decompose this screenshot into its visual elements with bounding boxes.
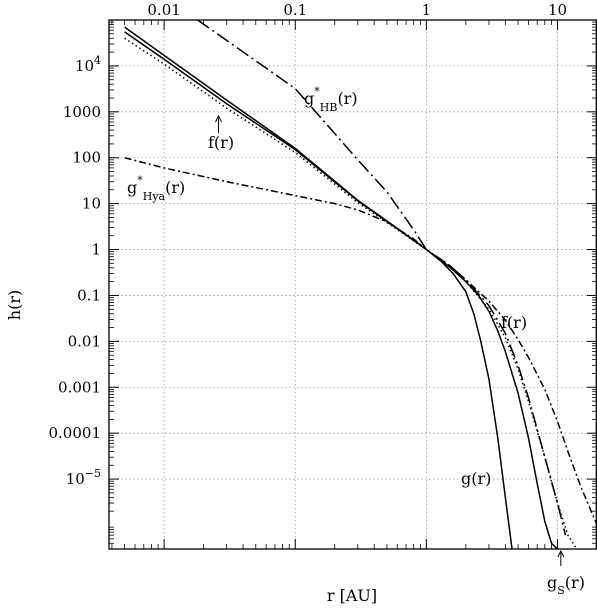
series-g [124, 26, 513, 549]
series-f [124, 31, 559, 549]
grid [109, 20, 597, 549]
y-tick-label: 10 [82, 195, 101, 213]
annotation-g: g(r) [461, 469, 491, 488]
arrow-g-s-head [557, 549, 565, 558]
y-tick-label: 10−5 [66, 467, 101, 488]
annotation-g-star-hb: g*HB(r) [304, 85, 358, 114]
plot-frame [108, 19, 597, 550]
x-axis-title: r [AU] [327, 586, 377, 605]
y-tick-label: 1 [91, 241, 101, 259]
axis-ticks [109, 20, 597, 549]
y-tick-label: 0.01 [68, 332, 101, 350]
y-tick-label: 100 [72, 149, 101, 167]
x-tick-label: 1 [422, 1, 432, 19]
y-tick-label: 1000 [63, 103, 101, 121]
annotation-f-lower: f(r) [501, 313, 527, 332]
y-tick-label: 0.1 [77, 286, 101, 304]
x-tick-label: 0.1 [283, 1, 307, 19]
x-tick-label: 0.01 [147, 1, 180, 19]
series-g-s [124, 37, 578, 549]
y-tick-label: 0.0001 [49, 424, 102, 442]
tick-labels: 0.01 0.1 1 10 10−5 0.0001 0.001 0.01 0.1 1 10 100 10… [49, 1, 568, 488]
arrow-f-head [215, 114, 222, 123]
series-layer [124, 20, 597, 549]
series-g-star-hya [124, 157, 597, 526]
series-g-star-hb [197, 20, 567, 536]
x-tick-label: 10 [548, 1, 567, 19]
annotation-f-upper: f(r) [208, 133, 234, 152]
y-tick-label: 0.001 [58, 378, 101, 396]
y-axis-title: h(r) [5, 290, 24, 320]
annotation-g-star-hya: g*Hya(r) [127, 174, 185, 203]
annotation-g-s: gS(r) [547, 573, 585, 597]
annotation-arrows [215, 114, 565, 566]
y-tick-label: 104 [75, 54, 101, 75]
